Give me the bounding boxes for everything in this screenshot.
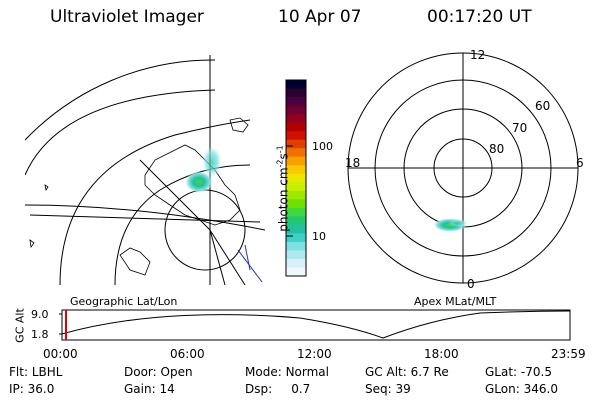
colorbar-label-10: 10 [312, 230, 326, 243]
colorbar-stripe [286, 105, 306, 115]
colorbar-stripe [286, 88, 306, 98]
colorbar-stripe [286, 199, 306, 209]
time-label: 00:17:20 UT [427, 7, 532, 27]
colorbar-stripe [286, 122, 306, 132]
status-glat: GLat: -70.5 [485, 365, 552, 379]
status-seq: Seq: 39 [365, 382, 411, 396]
time-tick-1200: 12:00 [297, 347, 332, 361]
instrument-title: Ultraviolet Imager [50, 7, 204, 27]
colorbar-stripe [286, 114, 306, 124]
colorbar-stripe [286, 250, 306, 260]
polar-emission [433, 218, 468, 232]
colorbar-stripe [286, 80, 306, 90]
status-glon: GLon: 346.0 [485, 382, 558, 396]
colorbar-stripe [286, 258, 306, 269]
colorbar-stripe [286, 182, 306, 192]
mlt-label-18: 18 [345, 156, 361, 170]
colorbar-stripe [286, 131, 306, 141]
colorbar-stripe [286, 148, 306, 158]
colorbar-stripe [286, 97, 306, 107]
magnetic-panel-label: Apex MLat/MLT [414, 295, 497, 308]
status-door: Door: Open [124, 365, 193, 379]
colorbar-stripe [286, 173, 306, 183]
status-mode: Mode: Normal [245, 365, 329, 379]
mlat-label-80: 80 [489, 142, 505, 156]
status-filter: Flt: LBHL [9, 365, 63, 379]
date-label: 10 Apr 07 [278, 7, 362, 27]
colorbar-unit-label: photon cm-2s-1 [275, 145, 291, 232]
status-gain: Gain: 14 [124, 382, 175, 396]
geographic-panel-label: Geographic Lat/Lon [70, 295, 178, 308]
time-tick-1800: 18:00 [424, 347, 459, 361]
altitude-ylabel: GC Alt [13, 308, 27, 343]
altitude-ytick-high: 9.0 [31, 308, 49, 321]
colorbar-stripe [286, 139, 306, 149]
colorbar-stripe [286, 190, 306, 200]
mlt-label-6: 6 [576, 156, 584, 170]
mlt-label-0: 0 [467, 277, 475, 291]
colorbar-stripe [286, 267, 306, 277]
colorbar [286, 80, 306, 277]
time-tick-0000: 00:00 [43, 347, 78, 361]
altitude-ytick-low: 1.8 [31, 328, 49, 341]
colorbar-stripe [286, 207, 306, 217]
colorbar-stripe [286, 233, 306, 243]
colorbar-stripe [286, 216, 306, 226]
altitude-plot [59, 309, 571, 341]
polar-plot [347, 52, 579, 284]
mlt-label-12: 12 [470, 48, 486, 62]
colorbar-stripe [286, 241, 306, 252]
status-ip: IP: 36.0 [9, 382, 55, 396]
time-tick-2359: 23:59 [551, 347, 586, 361]
colorbar-stripe [286, 156, 306, 166]
status-dsp: Dsp: 0.7 [245, 382, 311, 396]
time-tick-0600: 06:00 [170, 347, 205, 361]
colorbar-stripe [286, 165, 306, 175]
colorbar-stripe [286, 224, 306, 234]
mlat-label-70: 70 [512, 121, 528, 135]
status-gc-alt: GC Alt: 6.7 Re [365, 365, 449, 379]
geographic-map [25, 55, 265, 285]
mlat-label-60: 60 [535, 99, 551, 113]
colorbar-label-100: 100 [312, 140, 333, 153]
